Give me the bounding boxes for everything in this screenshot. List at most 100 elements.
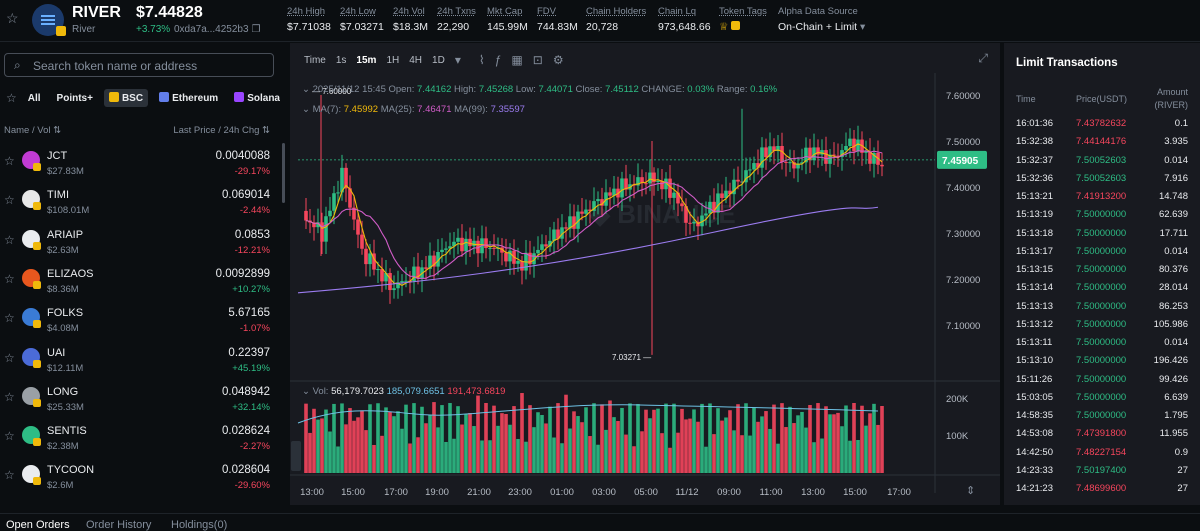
volume-bar: [304, 403, 308, 473]
chip-solana[interactable]: Solana: [229, 89, 285, 107]
favorite-star-icon[interactable]: ☆: [4, 468, 15, 483]
token-row[interactable]: ☆ TIMI $108.01M 0.069014 -2.44%: [0, 183, 286, 222]
favorite-star-icon[interactable]: ☆: [6, 10, 19, 26]
interval-1d[interactable]: 1D: [432, 54, 445, 66]
interval-15m[interactable]: 15m: [356, 54, 377, 66]
trade-row: 15:11:26 7.50000000 99.426: [1004, 374, 1200, 392]
max-price-label: — 7.60000: [312, 87, 352, 96]
chip-bsc[interactable]: BSC: [103, 89, 149, 107]
chart-type-icon[interactable]: ⌇: [478, 53, 485, 67]
header-right: Last Price / 24h Chg: [173, 125, 260, 136]
candle-body: [840, 150, 844, 158]
favorite-star-icon[interactable]: ☆: [4, 271, 15, 286]
token-address[interactable]: 0xda7a...4252b3 ❐: [174, 24, 260, 35]
volume-bar: [568, 428, 572, 473]
trade-amount: 86.253: [1158, 300, 1188, 312]
trade-price: 7.48227154: [1076, 446, 1127, 458]
volume-bar: [588, 436, 592, 473]
candle-body: [396, 282, 400, 289]
sort-price-chg[interactable]: Last Price / 24h Chg ⇅: [173, 125, 270, 136]
favorite-star-icon[interactable]: ☆: [4, 193, 15, 208]
token-row[interactable]: ☆ LONG $25.33M 0.048942 +32.14%: [0, 380, 286, 419]
token-price: 0.22397: [228, 346, 270, 359]
chip-points[interactable]: Points+: [56, 92, 93, 104]
token-change: -1.07%: [239, 323, 270, 335]
list-scrollbar[interactable]: [282, 143, 285, 203]
drawing-icon[interactable]: ⊡: [532, 53, 543, 67]
favorite-star-icon[interactable]: ☆: [4, 311, 15, 326]
token-row[interactable]: ☆ ARIAIP $2.63M 0.0853 -12.21%: [0, 223, 286, 262]
favorite-star-icon[interactable]: ☆: [4, 232, 15, 247]
token-row[interactable]: ☆ TYCOON $2.6M 0.028604 -29.60%: [0, 458, 286, 497]
layout-icon[interactable]: ▦: [511, 53, 523, 67]
chip-all[interactable]: All: [27, 92, 41, 104]
ma-label: MA(99):: [452, 104, 491, 115]
candle-body: [508, 250, 512, 262]
favorite-star-icon[interactable]: ☆: [4, 389, 15, 404]
token-name: TIMI: [47, 189, 69, 202]
col-time: Time: [1016, 94, 1036, 104]
volume-bar: [556, 403, 560, 473]
volume-bar: [576, 416, 580, 473]
token-list-panel: ⌕ Search token name or address ☆ All Poi…: [0, 43, 294, 513]
vol-ma2-value: 191,473.6819: [447, 386, 505, 397]
indicators-icon[interactable]: ƒ: [494, 53, 502, 67]
token-row[interactable]: ☆ FOLKS $4.08M 5.67165 -1.07%: [0, 301, 286, 340]
candle-body: [528, 252, 532, 265]
stat-label: 24h Vol: [393, 6, 425, 17]
volume-bar: [804, 427, 808, 473]
volume-bar: [648, 418, 652, 473]
sort-name-vol[interactable]: Name / Vol ⇅: [4, 125, 61, 136]
trade-time: 15:11:26: [1016, 373, 1053, 385]
token-row[interactable]: ☆ ELIZAOS $8.36M 0.0092899 +10.27%: [0, 262, 286, 301]
volume-bar: [484, 403, 488, 473]
volume-bar: [652, 409, 656, 473]
settings-gear-icon[interactable]: ⚙: [552, 53, 564, 67]
more-intervals-icon[interactable]: ▾: [454, 53, 461, 67]
x-tick-label: 21:00: [467, 487, 491, 498]
trade-price: 7.41913200: [1076, 191, 1127, 202]
interval-time[interactable]: Time: [304, 54, 326, 66]
ma-legend: ⌄ MA(7): 7.45992 MA(25): 7.46471 MA(99):…: [302, 104, 525, 115]
y-tick-label: 7.40000: [946, 183, 980, 194]
volume-bar: [548, 406, 552, 473]
token-row[interactable]: ☆ JCT $27.83M 0.0040088 -29.17%: [0, 144, 286, 183]
candle-body: [436, 252, 440, 267]
candle-body: [832, 154, 836, 156]
interval-1s[interactable]: 1s: [335, 54, 347, 66]
token-row[interactable]: ☆ SENTIS $2.38M 0.028624 -2.27%: [0, 419, 286, 458]
interval-1h[interactable]: 1H: [386, 54, 400, 66]
volume-bar: [384, 407, 388, 473]
volume-bar: [436, 427, 440, 473]
candle-body: [756, 163, 760, 168]
search-input[interactable]: ⌕ Search token name or address: [4, 53, 274, 77]
token-row[interactable]: ☆ UAI $12.11M 0.22397 +45.19%: [0, 341, 286, 380]
candle-body: [416, 266, 420, 279]
stat-label: Mkt Cap: [487, 6, 523, 17]
token-volume: $12.11M: [47, 362, 84, 374]
copy-icon[interactable]: ❐: [251, 24, 261, 35]
trade-row: 15:13:13 7.50000000 86.253: [1004, 301, 1200, 319]
stat-alpha-source[interactable]: Alpha Data Source On-Chain + Limit ▾: [778, 6, 865, 33]
favorite-star-icon[interactable]: ☆: [4, 429, 15, 444]
tab-holdings[interactable]: Holdings(0): [171, 519, 228, 531]
tab-open-orders[interactable]: Open Orders: [6, 519, 70, 531]
interval-4h[interactable]: 4H: [409, 54, 423, 66]
chip-ethereum[interactable]: Ethereum: [154, 89, 223, 107]
fullscreen-icon[interactable]: ⤢: [978, 51, 988, 65]
favorite-star-icon[interactable]: ☆: [4, 154, 15, 168]
candle-body: [752, 163, 756, 170]
candle-body: [384, 273, 388, 282]
favorite-star-icon[interactable]: ☆: [4, 350, 15, 365]
tab-order-history[interactable]: Order History: [86, 519, 152, 531]
ma-label: MA(25):: [378, 104, 417, 115]
token-price: 0.069014: [222, 189, 270, 202]
volume-bar: [572, 411, 576, 473]
volume-bar: [656, 408, 660, 473]
price-chart[interactable]: 7.60000 7.50000 7.40000 7.30000 7.20000 7.100…: [290, 43, 1000, 505]
chip-label: Solana: [247, 93, 280, 104]
volume-bar: [872, 403, 876, 473]
bsc-badge-icon: [33, 477, 41, 486]
candle-body: [336, 192, 340, 194]
star-filter-icon[interactable]: ☆: [6, 91, 17, 105]
